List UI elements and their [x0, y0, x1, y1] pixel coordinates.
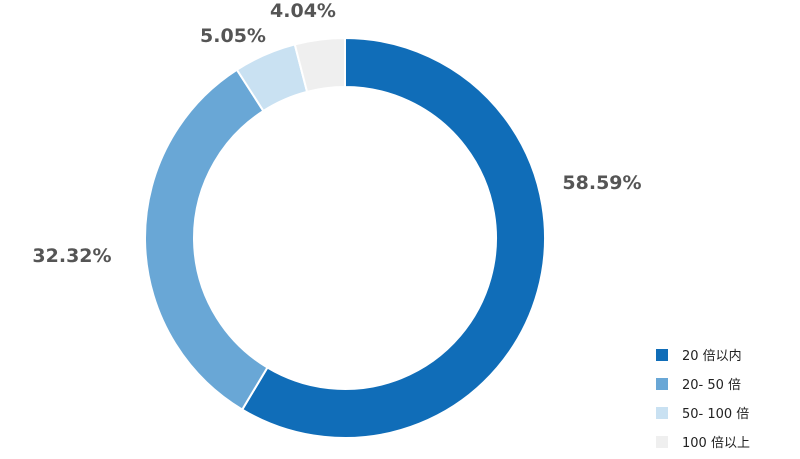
legend-swatch-0: [656, 348, 668, 361]
donut-slice-1: [144, 68, 269, 411]
legend-label-2: 50- 100 倍: [682, 407, 750, 422]
legend-label-0: 20 倍以内: [682, 349, 742, 364]
slice-labels: 58.59% 32.32% 5.05%4.04%: [32, 0, 641, 267]
legend-swatch-2: [656, 406, 668, 419]
legend-swatch-1: [656, 377, 668, 390]
legend-swatch-3: [656, 435, 668, 448]
donut-slices: [144, 36, 546, 439]
chart-legend: 20 倍以内 20- 50 倍 50- 100 倍 100 倍以上: [656, 340, 796, 456]
donut-slice-0: [240, 36, 546, 439]
legend-label-1: 20- 50 倍: [682, 378, 742, 393]
legend-item-2: 50- 100 倍: [656, 398, 796, 427]
legend-item-1: 20- 50 倍: [656, 369, 796, 398]
slice-label-0: 58.59%: [562, 172, 641, 194]
legend-label-3: 100 倍以上: [682, 436, 750, 451]
donut-slice-3: [293, 36, 346, 94]
slice-label-3: 4.04%: [270, 0, 336, 22]
legend-item-3: 100 倍以上: [656, 427, 796, 456]
slice-label-2: 5.05%: [200, 25, 266, 47]
slice-label-1: 32.32%: [32, 245, 111, 267]
legend-item-0: 20 倍以内: [656, 340, 796, 369]
